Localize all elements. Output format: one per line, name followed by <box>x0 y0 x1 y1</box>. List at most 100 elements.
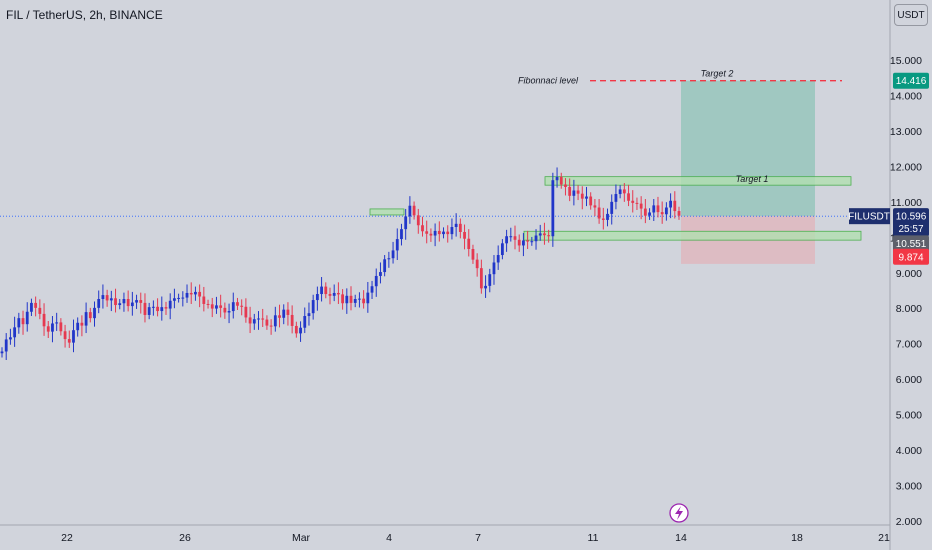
candle-body <box>80 322 84 326</box>
candle-body <box>500 243 504 256</box>
candle-body <box>387 258 391 260</box>
candle-body <box>185 292 189 298</box>
candle-body <box>160 307 164 312</box>
candle-body <box>324 286 328 295</box>
candle-body <box>517 239 521 246</box>
candle-body <box>67 339 71 343</box>
y-tick-label: 4.000 <box>896 445 922 457</box>
candle-body <box>51 323 54 332</box>
candle-body <box>189 292 193 295</box>
candle-body <box>215 305 218 309</box>
candle-body <box>454 223 458 228</box>
candle-body <box>395 239 399 251</box>
candle-body <box>303 316 307 328</box>
candle-body <box>130 302 134 307</box>
candle-body <box>164 307 168 309</box>
price-tag <box>893 220 929 237</box>
candle-body <box>156 306 159 312</box>
candle-body <box>13 327 17 338</box>
candle-body <box>25 311 29 325</box>
candle-body <box>299 327 302 334</box>
price-tag <box>893 208 929 225</box>
price-tag-label: 10.551 <box>896 239 927 250</box>
candle-body <box>572 190 576 196</box>
candle-body <box>479 268 483 289</box>
candle-body <box>379 272 382 276</box>
candle-body <box>278 315 281 318</box>
candle-body <box>467 238 471 250</box>
candle-body <box>484 285 487 289</box>
candle-body <box>72 330 75 343</box>
candle-body <box>606 213 609 220</box>
candle-body <box>9 337 12 340</box>
candle-body <box>492 262 496 275</box>
candle-body <box>576 190 580 194</box>
candle-body <box>269 325 273 327</box>
candle-body <box>219 305 223 308</box>
target-1-label: Target 1 <box>736 174 769 184</box>
x-tick-label: 4 <box>386 532 392 544</box>
fibonacci-label: Fibonnaci level <box>518 76 579 86</box>
candle-body <box>362 298 366 304</box>
symbol-tag <box>849 208 890 225</box>
symbol-title: FIL / TetherUS, 2h, BINANCE <box>6 8 163 22</box>
candle-body <box>593 205 597 208</box>
candle-body <box>433 230 437 236</box>
target-1-box <box>544 176 852 186</box>
y-tick-label: 13.000 <box>890 126 922 138</box>
candle-body <box>627 193 630 201</box>
candle-body <box>315 294 319 301</box>
candle-body <box>366 292 370 304</box>
candle-body <box>475 259 479 269</box>
candle-body <box>257 318 260 320</box>
candle-body <box>564 184 567 187</box>
lightning-icon-glyph <box>675 506 683 520</box>
y-tick-label: 6.000 <box>896 374 922 386</box>
x-tick-label: 7 <box>475 532 481 544</box>
x-tick-label: 14 <box>675 532 687 544</box>
price-tag-label: 14.416 <box>896 76 927 87</box>
candle-body <box>328 294 332 296</box>
candle-body <box>534 235 538 242</box>
candle-body <box>122 299 126 304</box>
candle-body <box>416 215 420 226</box>
candle-body <box>105 295 109 301</box>
candle-body <box>55 322 59 324</box>
candle-body <box>408 205 412 217</box>
candle-body <box>513 236 517 240</box>
candle-body <box>261 318 265 320</box>
candle-body <box>282 309 286 318</box>
candle-body <box>370 286 374 293</box>
y-tick-label: 2.000 <box>896 516 922 528</box>
candle-body <box>76 322 80 331</box>
support-box <box>523 230 862 241</box>
y-tick-label: 8.000 <box>896 303 922 315</box>
candle-body <box>286 309 290 315</box>
candle-body <box>547 235 551 237</box>
candle-body <box>227 311 231 313</box>
candle-body <box>559 177 563 185</box>
candle-body <box>93 307 96 319</box>
candle-body <box>635 202 639 204</box>
candle-body <box>240 305 244 307</box>
candle-body <box>139 300 143 303</box>
candle-body <box>610 201 614 214</box>
currency-button[interactable]: USDT <box>894 4 928 26</box>
x-tick-label: 26 <box>179 532 191 544</box>
candle-body <box>622 189 626 194</box>
candle-body <box>194 291 197 295</box>
candle-body <box>631 200 635 203</box>
target-2-label: Target 2 <box>701 69 734 79</box>
candle-body <box>614 194 618 202</box>
candle-body <box>437 230 441 235</box>
candle-body <box>471 249 475 260</box>
y-tick-label: 7.000 <box>896 339 922 351</box>
candle-body <box>349 295 353 303</box>
y-tick-label: 15.000 <box>890 55 922 67</box>
x-tick-label: 18 <box>791 532 803 544</box>
candle-body <box>336 292 340 295</box>
candle-body <box>202 296 206 304</box>
candle-body <box>374 275 378 287</box>
